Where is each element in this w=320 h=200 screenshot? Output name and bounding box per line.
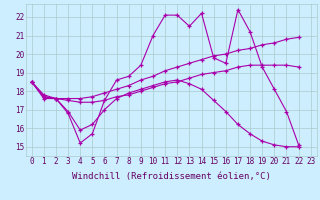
X-axis label: Windchill (Refroidissement éolien,°C): Windchill (Refroidissement éolien,°C) — [72, 172, 271, 181]
